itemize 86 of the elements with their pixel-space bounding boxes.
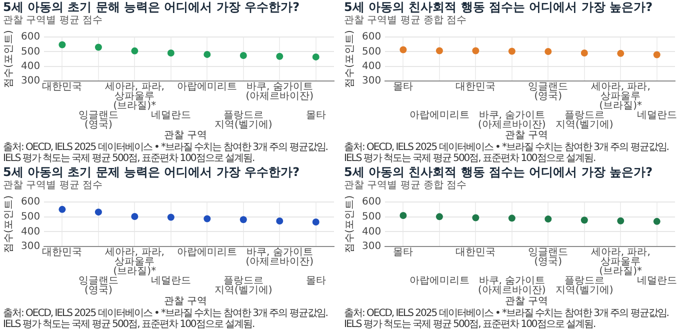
point <box>131 213 138 220</box>
point <box>94 44 102 51</box>
source-note: 출처: OECD, IELS 2025 데이터베이스 • *브라질 수치는 참여한 3개 주의 평균값임. <box>3 308 328 319</box>
x-tick-label: 잉글랜드 (영국) <box>78 275 118 296</box>
x-tick-label: 잉글랜드 (영국) <box>78 110 118 130</box>
x-tick-label: 세아라, 파라, 상파울루(브라질)* <box>104 81 164 112</box>
point <box>240 216 247 224</box>
x-tick-label: 플랑드르 지역(벨기에) <box>555 275 614 296</box>
x-tick-label: 바쿠, 숨가이트 (아제르바이잔) <box>246 81 314 102</box>
point <box>312 53 320 60</box>
x-tick-label: 몰타 <box>306 110 326 121</box>
x-tick-label: 잉글랜드 (영국) <box>528 246 568 268</box>
point <box>94 208 102 216</box>
x-tick-label: 세아라, 파라, 상파울루(브라질)* <box>590 246 650 277</box>
source-note: 출처: OECD, IELS 2025 데이터베이스 • *브라질 수치는 참여한 3개 주의 평균값임. <box>344 308 670 319</box>
x-tick-label: 잉글랜드 (영국) <box>528 81 568 102</box>
point <box>312 218 320 226</box>
point <box>167 49 174 56</box>
x-tick-label: 플랑드르 지역(벨기에) <box>214 110 272 130</box>
x-tick-label: 아랍에미리트 <box>409 275 470 286</box>
chart-title: 5세 아동의 초기 문제 능력은 어디에서 가장 우수한가? <box>3 165 301 180</box>
chart-title: 5세 아동의 초기 문해 능력은 어디에서 가장 우수한가? <box>3 0 301 15</box>
y-axis-title: 점수(포인트) <box>344 30 356 88</box>
chart-subtitle: 관찰 구역별 평균 점수 <box>3 180 104 192</box>
x-tick-label: 네덜란드 <box>150 275 191 286</box>
point <box>58 206 66 213</box>
y-tick-label: 300 <box>362 241 382 252</box>
y-tick-label: 500 <box>362 46 382 58</box>
x-tick-label: 아랍에미리트 <box>177 81 238 92</box>
x-axis-title: 관찰 구역 <box>504 296 550 308</box>
x-tick-label: 바쿠, 숨가이트 (아제르바이잔) <box>478 110 546 130</box>
y-tick-label: 300 <box>20 76 40 87</box>
y-tick-label: 400 <box>20 60 40 72</box>
y-tick-label: 300 <box>20 241 40 252</box>
y-tick-label: 600 <box>20 32 40 43</box>
y-axis-title: 점수(포인트) <box>344 195 356 254</box>
x-tick-label: 아랍에미리트 <box>177 246 238 258</box>
y-tick-label: 500 <box>362 211 382 222</box>
x-tick-label: 몰타 <box>393 246 414 258</box>
point <box>204 50 211 58</box>
x-tick-label: 네덜란드 <box>150 110 191 121</box>
y-tick-label: 400 <box>362 226 382 238</box>
text: IELS 평가 척도는 국제 평균 500점, 표준편차 100점으로 설계됨. <box>3 319 256 330</box>
chart-subtitle: 관찰 구역별 평균 점수 <box>3 15 104 27</box>
point <box>58 41 66 48</box>
y-tick-label: 500 <box>20 46 40 58</box>
x-axis-title: 관찰 구역 <box>162 130 208 142</box>
text: IELS 평가 척도는 국제 평균 500점, 표준편차 100점으로 설계됨. <box>344 319 596 330</box>
y-axis-title: 점수(포인트) <box>4 30 15 88</box>
x-tick-label: 세아라, 파라, 상파울루(브라질)* <box>104 246 164 277</box>
point <box>276 52 284 60</box>
x-axis-title: 관찰 구역 <box>162 296 208 308</box>
chart-title: 5세 아동의 친사회적 행동 점수는 어디에서 가장 높은가? <box>344 165 654 180</box>
x-tick-label: 몰타 <box>393 81 414 92</box>
y-tick-label: 500 <box>20 211 40 222</box>
point <box>131 47 138 54</box>
point <box>276 217 284 224</box>
x-tick-label: 대한민국 <box>456 246 496 258</box>
y-tick-label: 600 <box>362 196 382 208</box>
point <box>167 214 174 221</box>
x-tick-label: 대한민국 <box>42 81 82 92</box>
chart-subtitle: 관찰 구역별 평균 종합 점수 <box>344 15 468 27</box>
y-tick-label: 400 <box>20 226 40 238</box>
x-tick-label: 대한민국 <box>42 246 82 258</box>
y-tick-label: 600 <box>362 32 382 43</box>
y-axis-title: 점수(포인트) <box>4 195 15 254</box>
x-tick-label: 몰타 <box>306 275 326 286</box>
y-tick-label: 600 <box>20 196 40 208</box>
point <box>240 52 247 59</box>
chart-title: 5세 아동의 친사회적 행동 점수는 어디에서 가장 높은가? <box>344 0 654 15</box>
point <box>204 215 211 222</box>
y-tick-label: 300 <box>362 76 382 87</box>
source-note: 출처: OECD, IELS 2025 데이터베이스 • *브라질 수치는 참여한 3개 주의 평균값임. IELS 평가 척도는 국제 평균 500점, 표준편차 100점으로 설계됨. <box>344 142 670 164</box>
x-axis-title: 관찰 구역 <box>504 130 550 142</box>
x-tick-label: 플랑드르 지역(벨기에) <box>555 110 614 130</box>
x-tick-label: 아랍에미리트 <box>409 110 470 121</box>
x-tick-label: 세아라, 파라, 상파울루(브라질)* <box>590 81 650 112</box>
x-tick-label: 바쿠, 숨가이트 (아제르바이잔) <box>478 275 546 296</box>
x-tick-label: 플랑드르 지역(벨기에) <box>214 275 272 296</box>
source-note: 출처: OECD, IELS 2025 데이터베이스 • *브라질 수치는 참여한 3개 주의 평균값임. IELS 평가 척도는 국제 평균 500점, 표준편차 100점으로 설계됨. <box>3 142 328 164</box>
chart-subtitle: 관찰 구역별 평균 종합 점수 <box>344 180 468 192</box>
x-tick-label: 바쿠, 숨가이트 (아제르바이잔) <box>246 246 314 268</box>
x-tick-label: 대한민국 <box>456 81 496 92</box>
x-tick-label: 네덜란드 <box>636 110 677 121</box>
x-tick-label: 네덜란드 <box>636 275 677 286</box>
y-tick-label: 400 <box>362 60 382 72</box>
